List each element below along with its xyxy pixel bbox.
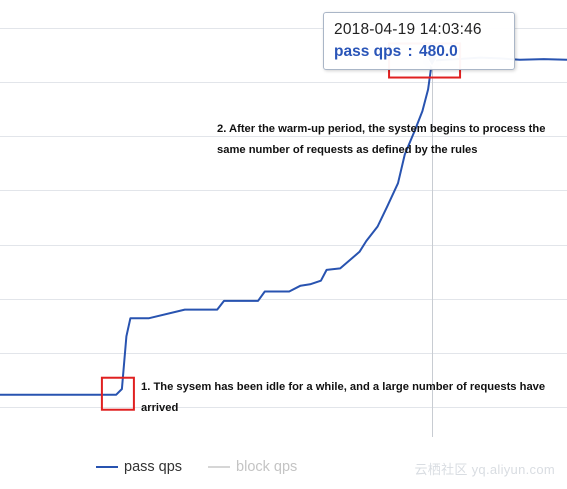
legend-swatch-pass-qps	[96, 466, 118, 468]
watermark: 云栖社区 yq.aliyun.com	[414, 462, 555, 477]
highlight-box-burst	[100, 376, 135, 411]
legend-item-block-qps[interactable]: block qps	[208, 459, 297, 475]
highlight-boxes	[100, 42, 462, 411]
annotation-idle-burst: 1. The sysem has been idle for a while, …	[141, 381, 546, 414]
legend: pass qps block qps	[96, 456, 323, 478]
tooltip-value-line: pass qps : 480.0	[334, 42, 504, 62]
legend-label-block-qps: block qps	[236, 459, 298, 475]
series-line-pass-qps	[0, 56, 567, 396]
tooltip-time: 2018-04-19 14:03:46	[334, 21, 482, 38]
tooltip-series-label: pass qps	[334, 43, 402, 60]
legend-swatch-block-qps	[208, 466, 231, 468]
tooltip: 2018-04-19 14:03:46 pass qps : 480.0	[323, 12, 515, 70]
legend-item-pass-qps[interactable]: pass qps	[96, 459, 182, 475]
tooltip-value: 480.0	[419, 43, 458, 60]
tooltip-separator: :	[407, 43, 413, 60]
legend-label-pass-qps: pass qps	[124, 459, 183, 475]
gridlines	[0, 28, 567, 408]
annotation-warmup-complete: 2. After the warm-up period, the system …	[217, 123, 546, 156]
series-layer	[0, 56, 567, 396]
